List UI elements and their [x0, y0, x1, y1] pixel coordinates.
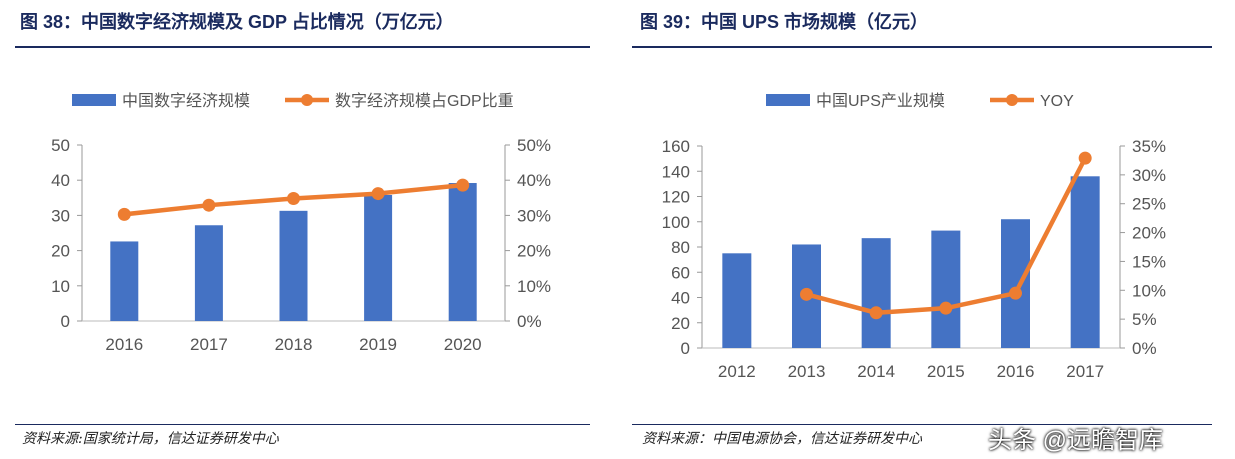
y-tick-label: 60	[671, 263, 690, 282]
line-point	[287, 192, 300, 206]
source-note-38: 资料来源:国家统计局，信达证券研发中心	[22, 431, 279, 447]
bar	[448, 183, 477, 321]
bar	[861, 238, 891, 348]
y-tick-label: 160	[662, 137, 690, 156]
legend-line-marker	[1006, 94, 1018, 106]
y-tick-label: 10	[51, 277, 70, 296]
legend-label: 中国数字经济规模	[122, 92, 250, 110]
y-tick-label: 40	[51, 171, 70, 190]
y2-tick-label: 20%	[1132, 224, 1166, 243]
legend-bar-swatch	[766, 94, 810, 106]
watermark: 头条 @远瞻智库	[988, 427, 1164, 454]
y2-tick-label: 35%	[1132, 137, 1166, 156]
line-point	[456, 178, 470, 192]
legend-label: 中国UPS产业规模	[816, 92, 945, 110]
legend-bar-swatch	[72, 94, 116, 106]
x-tick-label: 2013	[788, 362, 826, 381]
y-tick-label: 30	[51, 206, 70, 225]
bar	[722, 253, 752, 348]
bar	[279, 210, 308, 321]
bar	[364, 194, 393, 321]
y-tick-label: 0	[61, 312, 70, 331]
line-point	[1009, 286, 1022, 300]
y2-tick-label: 0%	[1132, 339, 1157, 358]
x-tick-label: 2017	[190, 335, 228, 354]
x-tick-label: 2018	[275, 335, 313, 354]
title-divider	[632, 46, 1212, 48]
y2-tick-label: 30%	[517, 206, 551, 225]
bar	[931, 230, 961, 348]
y2-tick-label: 15%	[1132, 252, 1166, 271]
y2-tick-label: 5%	[1132, 310, 1157, 329]
source-divider	[632, 424, 1212, 425]
y2-tick-label: 40%	[517, 171, 551, 190]
y-tick-label: 20	[671, 314, 690, 333]
title-divider	[15, 46, 590, 48]
line-point	[117, 207, 131, 221]
legend-line-marker	[301, 94, 313, 106]
x-tick-label: 2020	[444, 335, 482, 354]
x-tick-label: 2019	[359, 335, 397, 354]
line-point	[1078, 151, 1092, 165]
y2-tick-label: 10%	[517, 277, 551, 296]
source-note-39: 资料来源：中国电源协会，信达证券研发中心	[642, 431, 922, 447]
x-tick-label: 2016	[105, 335, 143, 354]
y2-tick-label: 10%	[1132, 281, 1166, 300]
y-tick-label: 40	[671, 289, 690, 308]
legend-label: 数字经济规模占GDP比重	[335, 92, 514, 110]
y-tick-label: 20	[51, 242, 70, 261]
bar	[194, 225, 223, 321]
chart-title-39: 图 39：中国 UPS 市场规模（亿元）	[640, 12, 929, 32]
line-point	[869, 306, 883, 320]
x-tick-label: 2012	[718, 362, 756, 381]
y2-tick-label: 30%	[1132, 166, 1166, 185]
x-tick-label: 2014	[857, 362, 895, 381]
source-divider	[15, 424, 590, 425]
y2-tick-label: 25%	[1132, 195, 1166, 214]
x-tick-label: 2016	[997, 362, 1035, 381]
y-tick-label: 120	[662, 188, 690, 207]
y2-tick-label: 20%	[517, 242, 551, 261]
bar	[1070, 176, 1100, 348]
line-point	[800, 287, 813, 301]
y-tick-label: 80	[671, 238, 690, 257]
x-tick-label: 2015	[927, 362, 965, 381]
x-tick-label: 2017	[1066, 362, 1104, 381]
bar	[1001, 219, 1030, 348]
y-tick-label: 50	[51, 136, 70, 155]
line-point	[371, 187, 385, 201]
chart-title-38: 图 38：中国数字经济规模及 GDP 占比情况（万亿元）	[20, 12, 454, 32]
y2-tick-label: 0%	[517, 312, 542, 331]
y-tick-label: 100	[662, 213, 690, 232]
bar	[110, 241, 139, 321]
line-point	[202, 198, 216, 212]
y2-tick-label: 50%	[517, 136, 551, 155]
line-point	[939, 301, 953, 315]
legend-label: YOY	[1040, 93, 1074, 110]
y-tick-label: 140	[662, 162, 690, 181]
y-tick-label: 0	[681, 339, 690, 358]
